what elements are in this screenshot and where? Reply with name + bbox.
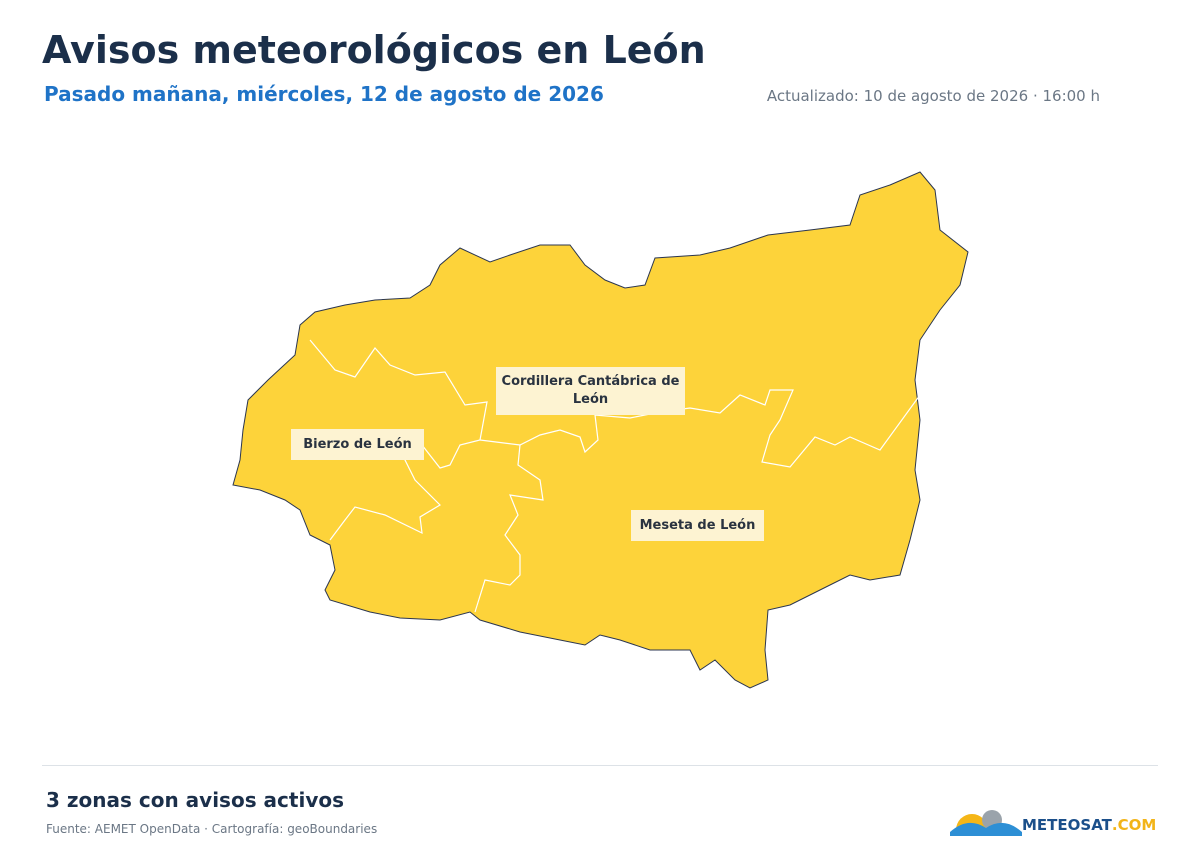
logo-name: METEOSAT (1022, 816, 1112, 834)
province (232, 171, 969, 689)
logo: METEOSAT.COM (950, 806, 1160, 846)
zone-label: Cordillera Cantábrica de León (496, 367, 685, 415)
logo-text: METEOSAT.COM (1022, 816, 1156, 834)
zone-border (474, 444, 544, 613)
map (232, 171, 969, 689)
zone-border (309, 339, 488, 541)
zone-label: Meseta de León (631, 510, 764, 541)
zone-label: Bierzo de León (291, 429, 424, 460)
logo-icon (950, 810, 1022, 846)
divider (42, 765, 1158, 766)
zone-border (479, 389, 921, 468)
summary: 3 zonas con avisos activos (46, 788, 345, 812)
title: Avisos meteorológicos en León (42, 28, 706, 72)
updated: Actualizado: 10 de agosto de 2026 · 16:0… (766, 87, 1100, 105)
logo-suffix: .COM (1111, 816, 1157, 834)
subtitle: Pasado mañana, miércoles, 12 de agosto d… (44, 82, 604, 106)
source: Fuente: AEMET OpenData · Cartografía: ge… (46, 822, 378, 836)
